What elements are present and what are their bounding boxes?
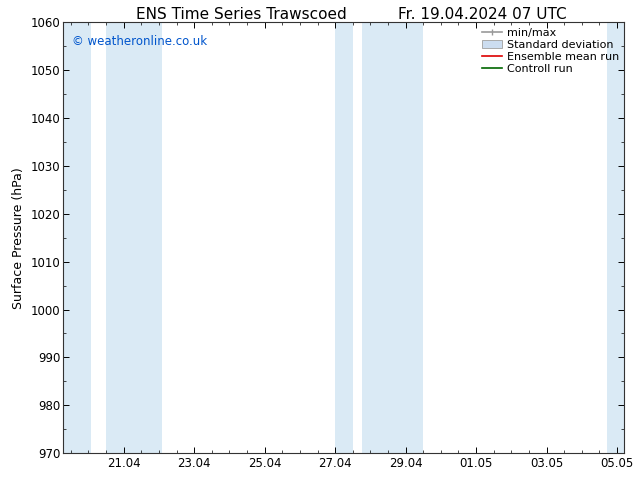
Bar [335, 22, 353, 453]
Legend: min/max, Standard deviation, Ensemble mean run, Controll run: min/max, Standard deviation, Ensemble me… [480, 25, 621, 76]
Text: ENS Time Series Trawscoed: ENS Time Series Trawscoed [136, 7, 346, 23]
Text: Fr. 19.04.2024 07 UTC: Fr. 19.04.2024 07 UTC [398, 7, 566, 23]
Text: © weatheronline.co.uk: © weatheronline.co.uk [72, 35, 207, 48]
Bar [607, 22, 624, 453]
Bar [106, 22, 162, 453]
Y-axis label: Surface Pressure (hPa): Surface Pressure (hPa) [12, 167, 25, 309]
Bar [361, 22, 424, 453]
Bar [63, 22, 91, 453]
